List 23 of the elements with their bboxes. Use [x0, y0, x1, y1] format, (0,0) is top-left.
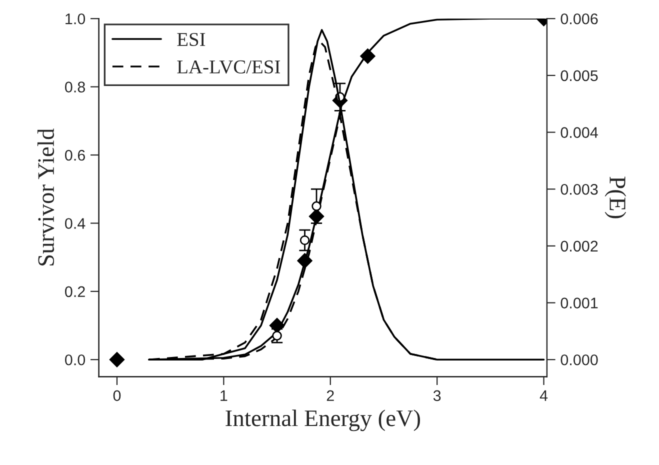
y-axis-title: Survivor Yield	[37, 128, 54, 266]
x-axis-title: Internal Energy (eV)	[226, 410, 420, 432]
y-tick-label: 0.6	[65, 150, 85, 161]
y-tick-label: 0.2	[65, 286, 85, 298]
y-tick-label: 0.8	[65, 82, 85, 92]
y2-tick-label: 0.004	[560, 127, 598, 138]
y2-tick-label: 0.003	[560, 184, 598, 195]
x-tick-label: 4	[540, 390, 548, 401]
x-tick-label: 1	[220, 390, 228, 401]
x-tick-label: 2	[326, 390, 334, 401]
y2-tick-label: 0.001	[560, 298, 598, 308]
y2-tick-label: 0.000	[560, 354, 598, 366]
y2-tick-label: 0.006	[560, 13, 598, 24]
legend-label: ESI	[177, 32, 206, 46]
x-tick-label: 0	[113, 390, 121, 402]
y2-axis-title: P(E)	[604, 176, 626, 218]
y-tick-label: 1.0	[66, 13, 86, 24]
x-tick-label: 3	[433, 390, 441, 402]
legend-label: LA-LVC/ESI	[177, 60, 280, 74]
y2-tick-label: 0.002	[560, 240, 598, 252]
y-tick-label: 0.0	[65, 354, 86, 366]
y2-tick-label: 0.005	[560, 70, 598, 82]
y-tick-label: 0.4	[65, 218, 86, 229]
